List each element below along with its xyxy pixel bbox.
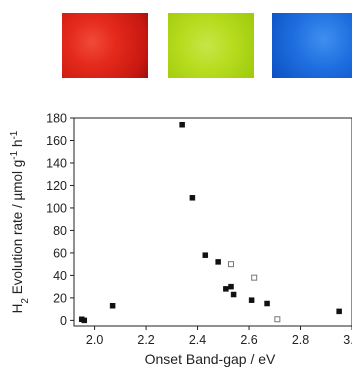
x-tick-label: 2.2 [137,333,154,347]
y-tick-label: 100 [46,201,67,215]
y-axis: 0 20 40 60 80 100 120 140 160 180 [46,112,74,328]
data-point-filled [189,195,196,201]
x-tick-label: 2.4 [189,333,206,347]
x-tick-label: 2.6 [240,333,257,347]
data-point-filled [223,286,229,292]
data-point-filled [230,291,237,298]
plot-area-frame [73,117,352,327]
data-point-filled [336,308,342,315]
y-tick-label: 120 [46,179,67,193]
data-point-open [274,316,281,323]
data-point-filled [179,121,185,128]
data-point-filled [264,300,270,307]
x-tick-label: 2.0 [86,333,103,347]
x-axis: 2.0 2.2 2.4 2.6 2.8 3.0 [86,326,352,347]
data-point-filled [81,317,88,324]
data-point-filled [202,252,209,258]
data-point-open [251,274,258,281]
x-axis-label: Onset Band-gap / eV [145,351,276,367]
data-point-filled [248,297,255,303]
y-tick-label: 60 [53,246,67,260]
y-tick-label: 0 [60,314,67,328]
y-axis-label: H2 Evolution rate / µmol g-1 h-1 [9,130,31,313]
data-point-filled [228,283,234,290]
data-points [78,121,342,324]
data-point-filled [109,303,116,309]
blue-powder-photo [272,13,352,78]
data-point-filled [215,259,221,265]
y-tick-label: 40 [53,269,67,283]
yellow-green-powder-photo [168,13,254,78]
y-tick-label: 20 [53,291,67,305]
y-tick-label: 80 [53,224,67,238]
red-powder-photo [62,13,148,78]
x-tick-label: 3.0 [343,333,352,347]
y-tick-label: 180 [46,112,67,126]
y-tick-label: 160 [46,134,67,148]
y-tick-label: 140 [46,156,67,170]
x-tick-label: 2.8 [292,333,309,347]
data-point-open [228,261,235,268]
